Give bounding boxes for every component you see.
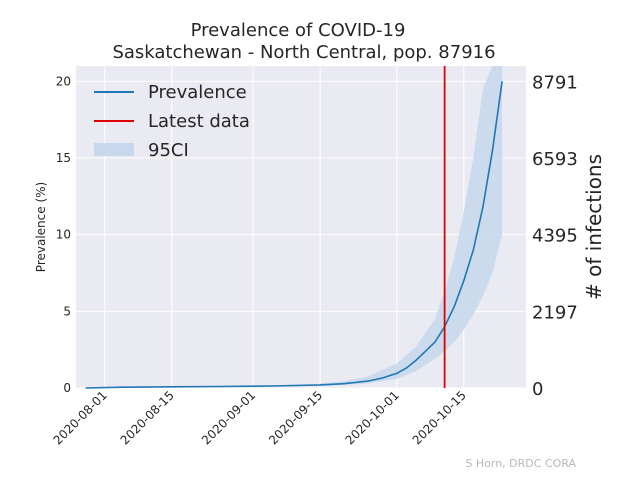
x-axis: 2020-08-01 2020-08-15 2020-09-01 2020-09-15… [51,388,469,447]
legend-label-prevalence: Prevalence [148,82,247,103]
y-tick-label: 15 [56,151,71,165]
y2-tick-label: 2197 [532,302,578,323]
y-tick-label: 0 [63,381,71,395]
x-tick-label: 2020-08-15 [118,388,177,447]
y2-tick-label: 4395 [532,226,578,247]
legend: Prevalence Latest data 95CI [94,82,250,161]
x-tick-label: 2020-08-01 [51,388,110,447]
x-tick-label: 2020-09-15 [266,388,325,447]
chart-title: Prevalence of COVID-19 [191,20,406,41]
grid-lines [76,66,526,389]
x-tick-label: 2020-10-15 [410,388,469,447]
y-tick-label: 10 [56,228,71,242]
y-axis-left: 0 5 10 15 20 [56,74,71,395]
y-tick-label: 20 [56,74,71,88]
credit-text: S Horn, DRDC CORA [465,457,576,470]
ci-band [320,66,503,386]
x-tick-label: 2020-10-01 [343,388,402,447]
y2-tick-label: 0 [532,379,543,400]
legend-swatch-ci [94,143,134,156]
y-axis-right: 0 2197 4395 6593 8791 [532,72,578,400]
y2-tick-label: 8791 [532,72,578,93]
y-tick-label: 5 [63,304,71,318]
prevalence-line [85,81,503,389]
chart-subtitle: Saskatchewan - North Central, pop. 87916 [112,42,495,63]
plot-area [76,66,526,388]
y-axis-label: Prevalence (%) [34,182,48,272]
legend-label-latest: Latest data [148,111,250,132]
legend-label-ci: 95CI [148,140,189,161]
x-tick-label: 2020-09-01 [199,388,258,447]
y2-tick-label: 6593 [532,149,578,170]
y2-axis-label: # of infections [582,154,606,300]
